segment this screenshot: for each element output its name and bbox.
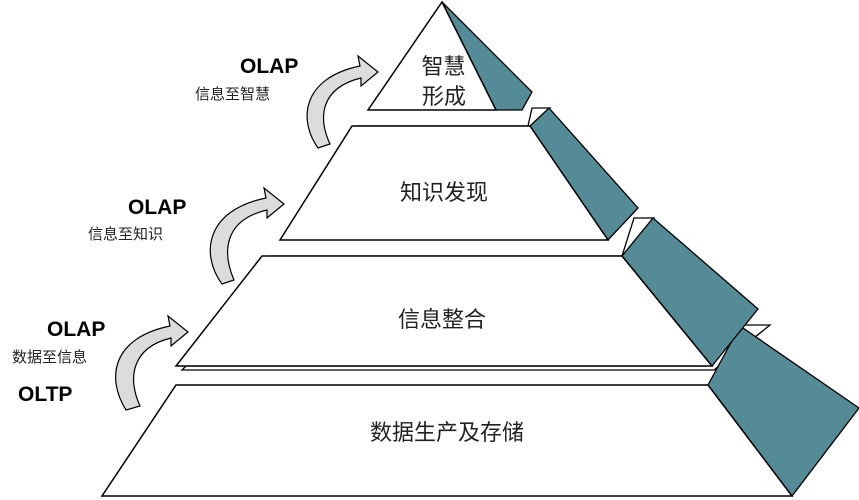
tier-data: 数据生产及存储 [100,324,859,498]
tier-wisdom-label-line-2: 形成 [422,85,466,110]
tier-knowledge-front-face [278,125,610,241]
tier-data-front-face [100,384,794,497]
curved-arrow-icon [209,186,285,285]
tier-wisdom: 智慧 形成 [366,0,533,111]
annotation-oltp: OLTP [18,383,72,406]
tier-info-label-line-1: 信息整合 [398,308,486,333]
tier-knowledge: 知识发现 [278,107,639,242]
annotation-olap-knowledge-subtitle: 信息至知识 [88,225,163,243]
annotation-olap-info-title: OLAP [47,318,105,341]
tier-info-label: 信息整合 [398,308,486,333]
annotation-olap-info-subtitle: 数据至信息 [12,348,87,366]
tier-info-front-face [174,255,714,367]
curved-arrow-icon [306,54,379,149]
tier-wisdom-label-line-1: 智慧 [421,55,465,80]
annotation-olap-knowledge: OLAP 信息至知识 [88,186,285,285]
tier-knowledge-label: 知识发现 [400,181,488,206]
annotation-olap-knowledge-title: OLAP [128,196,186,219]
tier-knowledge-label-line-1: 知识发现 [400,181,488,206]
tier-data-label-line-1: 数据生产及存储 [370,421,524,446]
tier-data-label: 数据生产及存储 [370,421,524,446]
tier-info: 信息整合 [174,217,759,368]
annotation-olap-info: OLAP 数据至信息 [12,314,189,411]
tier-knowledge-ledge [351,107,552,129]
tier-wisdom-front-face [366,0,498,111]
annotation-olap-wisdom: OLAP 信息至智慧 [195,54,379,149]
tier-wisdom-label: 智慧 形成 [421,55,472,110]
annotation-olap-wisdom-subtitle: 信息至智慧 [195,85,270,103]
annotation-oltp-title: OLTP [18,383,72,406]
annotation-olap-wisdom-title: OLAP [240,55,298,78]
curved-arrow-icon [115,314,189,411]
